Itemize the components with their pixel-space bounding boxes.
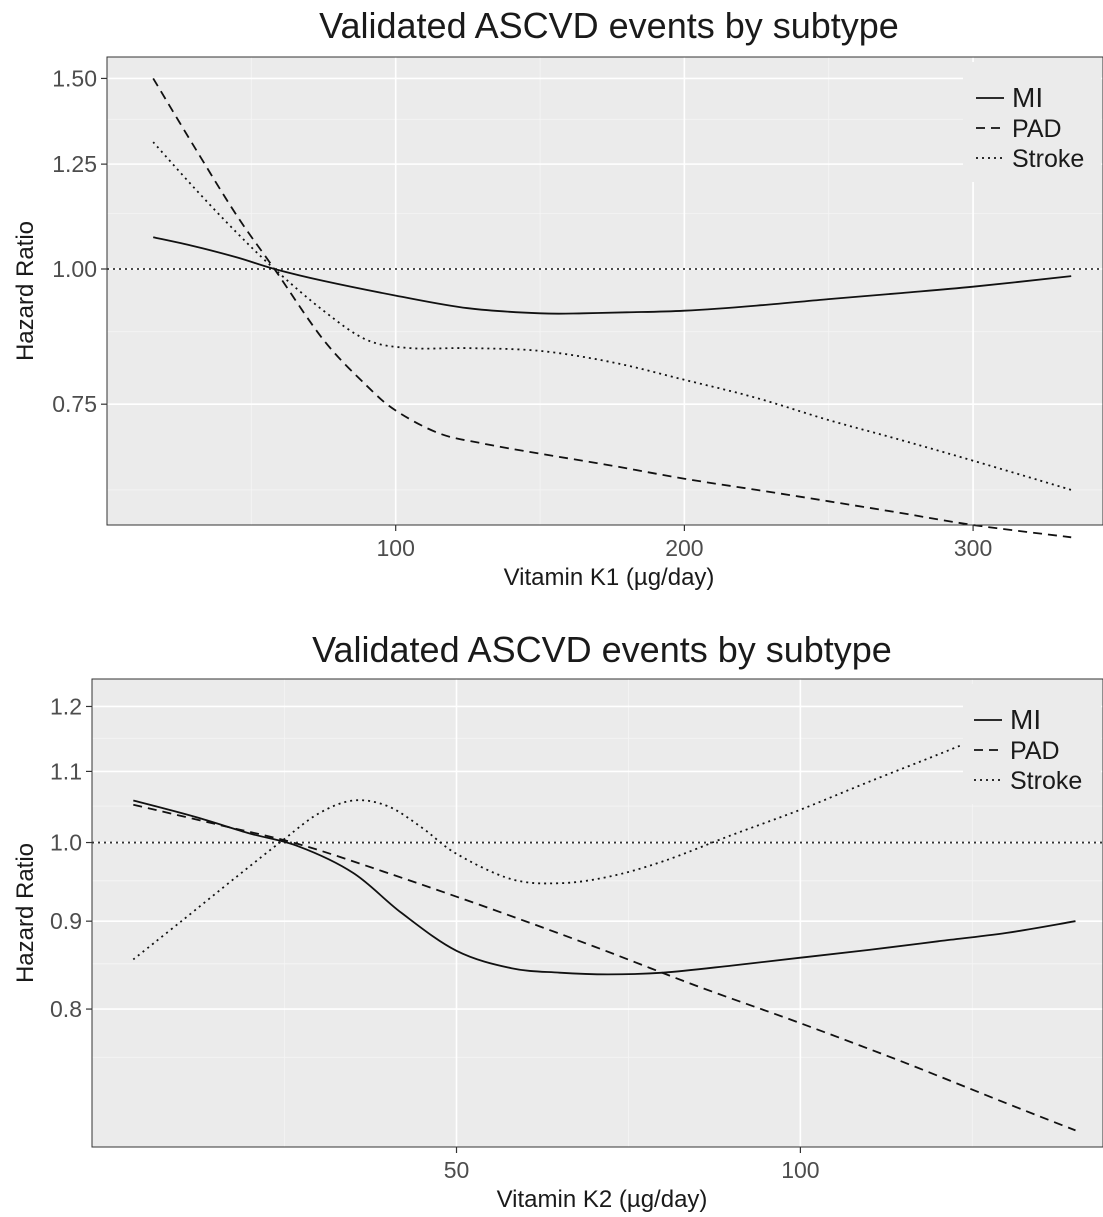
x-axis-ticks: 100 200 300 <box>377 525 992 561</box>
x-tick-label: 100 <box>377 535 415 561</box>
x-axis-label: Vitamin K1 (µg/day) <box>504 564 715 591</box>
plot-frame <box>91 678 1103 1148</box>
series-line-stroke <box>132 734 987 961</box>
y-axis-label: Hazard Ratio <box>12 843 39 983</box>
y-tick-label: 1.1 <box>50 758 82 784</box>
plot-panel-background <box>92 679 1103 1147</box>
legend-label-mi: MI <box>1012 82 1043 113</box>
series-line-pad <box>152 77 1072 539</box>
series-line-stroke <box>152 141 1072 491</box>
legend: MI PAD Stroke <box>963 62 1101 182</box>
series-group <box>152 77 1072 539</box>
y-tick-label: 0.75 <box>52 391 97 417</box>
y-tick-label: 1.0 <box>50 830 82 856</box>
grid <box>92 679 1103 1147</box>
legend-label-stroke: Stroke <box>1012 145 1084 173</box>
plot-panel-background <box>107 57 1103 525</box>
legend-label-stroke: Stroke <box>1010 767 1082 795</box>
y-axis-ticks: 0.8 0.9 1.0 1.1 1.2 <box>50 693 92 1022</box>
legend-label-mi: MI <box>1010 704 1041 735</box>
x-tick-label: 200 <box>665 535 703 561</box>
x-tick-label: 300 <box>954 535 992 561</box>
x-tick-label: 100 <box>781 1157 819 1183</box>
x-axis-label: Vitamin K2 (µg/day) <box>497 1186 708 1213</box>
y-tick-label: 0.8 <box>50 996 82 1022</box>
legend-background <box>963 684 1101 804</box>
y-tick-label: 1.25 <box>52 151 97 177</box>
y-axis-ticks: 0.75 1.00 1.25 1.50 <box>52 65 107 417</box>
y-tick-label: 0.9 <box>50 908 82 934</box>
chart-panel-k2: Validated ASCVD events by subtype 0.8 0.9… <box>12 629 1103 1213</box>
series-line-mi <box>133 799 1076 976</box>
series-line-mi <box>153 236 1072 315</box>
chart-title: Validated ASCVD events by subtype <box>319 5 899 46</box>
legend-label-pad: PAD <box>1012 115 1062 143</box>
plot-frame <box>106 56 1103 526</box>
y-axis-label: Hazard Ratio <box>12 221 39 361</box>
chart-title: Validated ASCVD events by subtype <box>312 629 892 670</box>
legend-background <box>963 62 1101 182</box>
y-tick-label: 1.50 <box>52 65 97 91</box>
legend-label-pad: PAD <box>1010 737 1060 765</box>
legend: MI PAD Stroke <box>963 684 1101 804</box>
y-tick-label: 1.2 <box>50 693 82 719</box>
x-axis-ticks: 50 100 <box>444 1147 820 1183</box>
chart-panel-k1: Validated ASCVD events by subtype 0.75 1.… <box>12 5 1103 591</box>
series-line-pad <box>133 803 1076 1132</box>
series-group <box>132 734 1076 1132</box>
x-tick-label: 50 <box>444 1157 470 1183</box>
y-tick-label: 1.00 <box>52 256 97 282</box>
